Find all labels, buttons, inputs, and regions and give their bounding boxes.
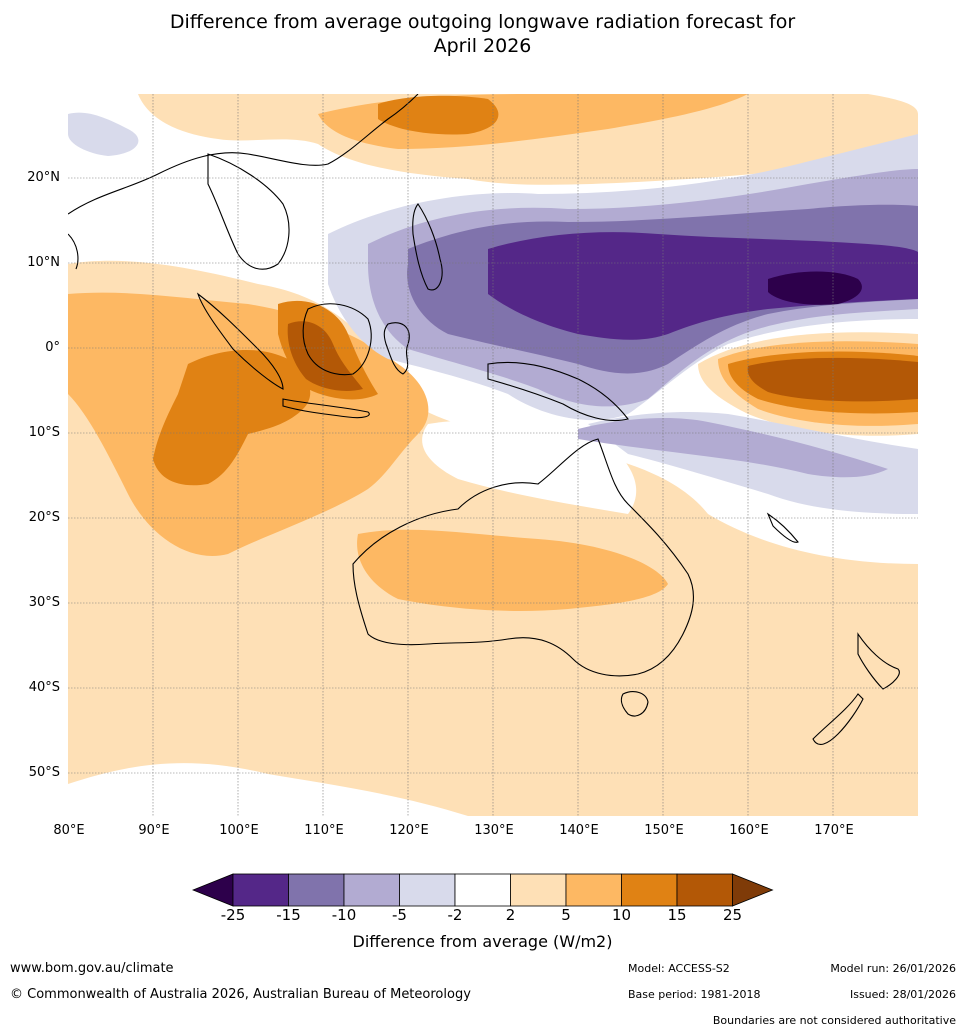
lon-label-90e: 90°E <box>138 823 170 838</box>
colorbar-cell <box>343 873 400 907</box>
boundaries-disclaimer: Boundaries are not considered authoritat… <box>712 1014 956 1027</box>
anomaly-darkest-orange-borneo <box>287 321 363 391</box>
anomaly-light-purple-coral-sea <box>578 418 888 478</box>
lon-label-80e: 80°E <box>53 823 85 838</box>
olr-anomaly-map <box>68 94 918 816</box>
anomaly-dark-purple-west-pacific <box>488 232 918 340</box>
lon-label-130e: 130°E <box>474 823 514 838</box>
colorbar-cell <box>288 873 345 907</box>
colorbar-cell <box>454 873 511 907</box>
colorbar-tick-label: 10 <box>611 906 632 924</box>
anomaly-dark-orange-java <box>153 349 311 486</box>
coastline-borneo <box>302 303 372 376</box>
coastline-new-caledonia <box>766 512 799 543</box>
coastline-new-guinea <box>487 361 629 422</box>
base-period: Base period: 1981-2018 <box>628 988 761 1001</box>
anomaly-darkest-purple-core <box>768 271 862 305</box>
lon-label-170e: 170°E <box>814 823 854 838</box>
lon-label-150e: 150°E <box>644 823 684 838</box>
map-canvas <box>68 94 918 816</box>
colorbar-cell <box>399 873 456 907</box>
lat-label-30s: 30°S <box>28 595 60 610</box>
lon-label-100e: 100°E <box>219 823 259 838</box>
issued-date: Issued: 28/01/2026 <box>849 988 956 1001</box>
map-title: Difference from average outgoing longwav… <box>0 10 965 58</box>
lat-label-10n: 10°N <box>27 255 60 270</box>
anomaly-lightest-purple-north-india <box>68 112 139 156</box>
copyright-text: © Commonwealth of Australia 2026, Austra… <box>10 987 471 1002</box>
title-line-2: April 2026 <box>433 35 532 57</box>
colorbar-tick-label: -2 <box>447 906 463 924</box>
coastline-australia <box>352 438 694 677</box>
colorbar-tick-label: -15 <box>276 906 301 924</box>
lon-label-140e: 140°E <box>559 823 599 838</box>
gridlines <box>68 94 918 816</box>
colorbar-graphic <box>191 873 774 907</box>
lat-label-20n: 20°N <box>27 170 60 185</box>
coastline-philippines <box>412 203 443 291</box>
colorbar-arrow-high <box>732 873 774 907</box>
website-link[interactable]: www.bom.gov.au/climate <box>10 961 174 976</box>
colorbar-cell <box>232 873 289 907</box>
coastlines <box>68 94 900 745</box>
colorbar-label: Difference from average (W/m2) <box>352 932 613 951</box>
colorbar-tick-label: 5 <box>561 906 571 924</box>
coastline-india <box>68 233 79 270</box>
lon-label-110e: 110°E <box>304 823 344 838</box>
colorbar-tick-label: -5 <box>392 906 407 924</box>
anomaly-orange-australia <box>357 529 668 611</box>
colorbar-tick-label: 15 <box>667 906 687 924</box>
colorbar-cell <box>565 873 622 907</box>
lat-label-equator: 0° <box>45 340 60 355</box>
colorbar-cell <box>676 873 733 907</box>
model-run-date: Model run: 26/01/2026 <box>830 962 956 975</box>
coastline-new-zealand-south <box>812 693 864 745</box>
colorbar-tick-label: -25 <box>220 906 246 924</box>
anomaly-neutral-north-australia <box>422 420 637 514</box>
colorbar-cells <box>191 873 774 907</box>
colorbar-arrow-low <box>191 873 234 907</box>
lon-label-120e: 120°E <box>389 823 429 838</box>
coastline-sulawesi <box>383 322 410 375</box>
colorbar-cell <box>510 873 567 907</box>
lat-label-50s: 50°S <box>28 765 60 780</box>
lat-label-10s: 10°S <box>28 425 60 440</box>
title-line-1: Difference from average outgoing longwav… <box>169 11 796 33</box>
model-name: Model: ACCESS-S2 <box>628 962 730 975</box>
lon-label-160e: 160°E <box>729 823 769 838</box>
colorbar <box>191 873 774 907</box>
coastline-tasmania <box>620 691 649 717</box>
colorbar-tick-label: -10 <box>331 906 357 924</box>
coastline-java <box>282 398 370 419</box>
lat-label-40s: 40°S <box>28 680 60 695</box>
coastline-indochina <box>207 153 290 270</box>
colorbar-cell <box>621 873 678 907</box>
coastline-new-zealand-north <box>857 632 900 690</box>
coastline-asia-mainland <box>68 94 419 215</box>
lat-label-20s: 20°S <box>28 510 60 525</box>
coastline-sumatra <box>196 292 284 390</box>
colorbar-tick-label: 25 <box>722 906 743 924</box>
colorbar-tick-label: 2 <box>505 906 516 924</box>
